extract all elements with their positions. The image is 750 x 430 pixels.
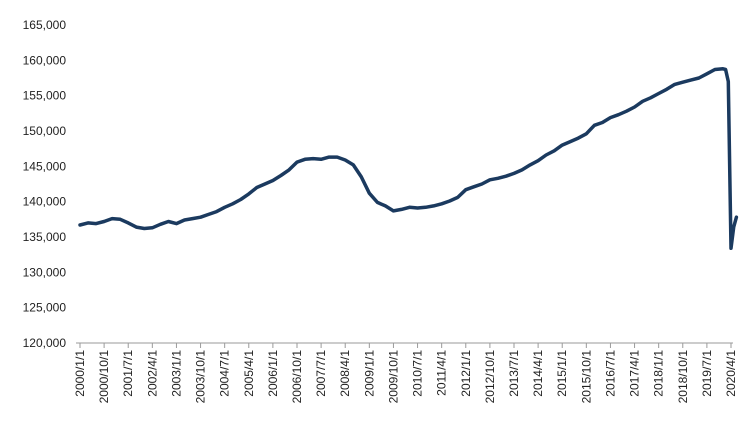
y-tick-label: 160,000 xyxy=(23,53,67,67)
y-tick-label: 120,000 xyxy=(23,336,67,350)
x-tick-label: 2008/4/1 xyxy=(338,350,352,397)
x-tick-label: 2010/7/1 xyxy=(411,350,425,397)
x-tick-label: 2012/1/1 xyxy=(459,350,473,397)
x-tick-label: 2012/10/1 xyxy=(483,350,497,404)
x-tick-label: 2016/7/1 xyxy=(603,350,617,397)
x-tick-label: 2019/7/1 xyxy=(700,350,714,397)
x-tick-label: 2018/1/1 xyxy=(652,350,666,397)
y-tick-label: 155,000 xyxy=(23,89,67,103)
x-tick-label: 2007/7/1 xyxy=(314,350,328,397)
y-tick-label: 125,000 xyxy=(23,301,67,315)
x-tick-label: 2002/4/1 xyxy=(145,350,159,397)
x-tick-label: 2001/7/1 xyxy=(121,350,135,397)
x-tick-label: 2020/4/1 xyxy=(724,350,738,397)
x-tick-label: 2000/10/1 xyxy=(97,350,111,404)
x-tick-label: 2017/4/1 xyxy=(628,350,642,397)
plot-area xyxy=(78,67,739,251)
x-axis: 2000/1/1 2000/10/1 2001/7/1 2002/4/1 2003/1/… xyxy=(73,342,738,404)
x-tick-label: 2000/1/1 xyxy=(73,350,87,397)
x-tick-label: 2018/10/1 xyxy=(676,350,690,404)
x-tick-label: 2014/4/1 xyxy=(531,350,545,397)
x-tick-label: 2003/1/1 xyxy=(169,350,183,397)
y-tick-label: 145,000 xyxy=(23,159,67,173)
x-tick-label: 2006/10/1 xyxy=(290,350,304,404)
y-tick-label: 130,000 xyxy=(23,265,67,279)
x-tick-label: 2011/4/1 xyxy=(435,350,449,396)
y-tick-label: 165,000 xyxy=(23,18,67,32)
x-tick-label: 2013/7/1 xyxy=(507,350,521,397)
x-tick-label: 2005/4/1 xyxy=(242,350,256,397)
x-tick-label: 2006/1/1 xyxy=(266,350,280,397)
x-tick-label: 2004/7/1 xyxy=(218,350,232,397)
x-tick-label: 2015/1/1 xyxy=(555,350,569,397)
x-tick-label: 2003/10/1 xyxy=(194,350,208,404)
x-tick-label: 2009/1/1 xyxy=(362,350,376,397)
y-tick-label: 140,000 xyxy=(23,195,67,209)
y-axis: 120,000 125,000 130,000 135,000 140,000 145,0… xyxy=(23,18,67,350)
x-tick-label: 2015/10/1 xyxy=(579,350,593,404)
series-line xyxy=(78,67,739,251)
x-tick-label: 2009/10/1 xyxy=(386,350,400,404)
y-tick-label: 150,000 xyxy=(23,124,67,138)
y-tick-label: 135,000 xyxy=(23,230,67,244)
